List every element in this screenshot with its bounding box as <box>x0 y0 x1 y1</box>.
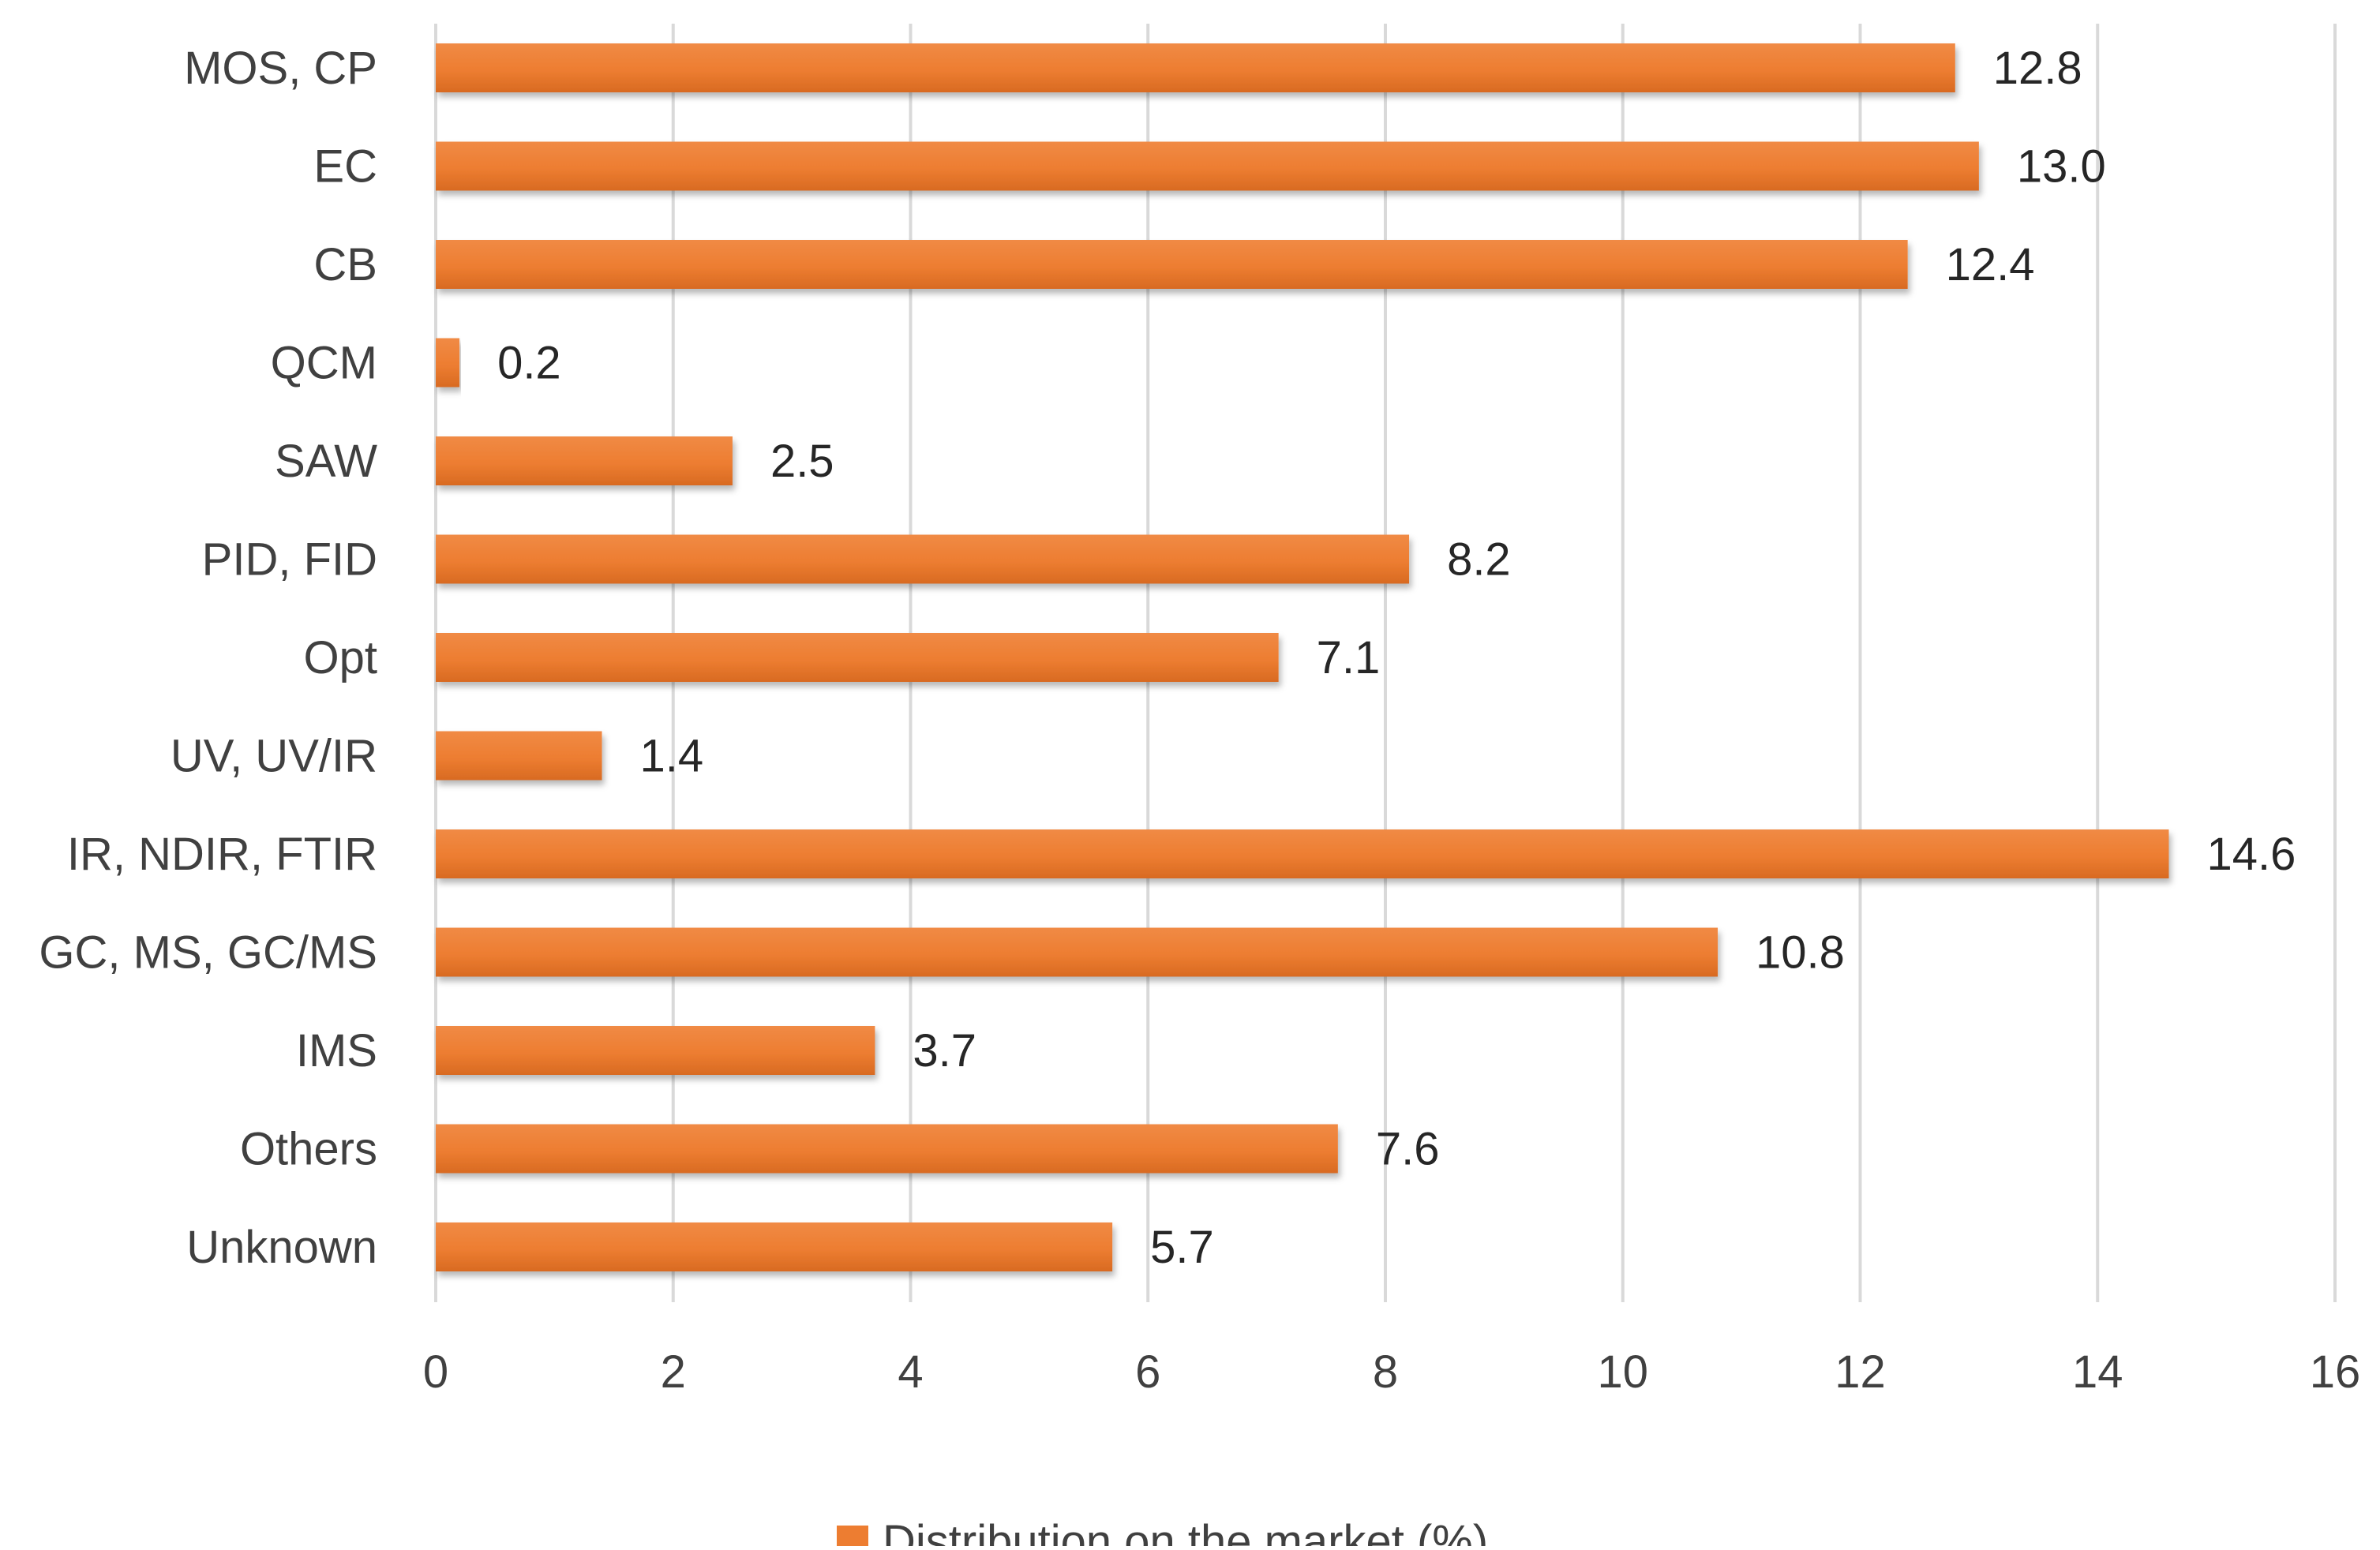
data-label: 14.6 <box>2206 829 2296 880</box>
x-tick-label: 4 <box>898 1346 923 1398</box>
bar <box>436 43 1955 92</box>
bar <box>436 240 1908 289</box>
bar <box>436 927 1718 977</box>
data-label: 3.7 <box>913 1025 976 1076</box>
bar <box>436 534 1410 584</box>
bars <box>436 43 2169 1271</box>
category-label: CB <box>313 239 377 290</box>
legend: Distribution on the market (%) <box>837 1516 1488 1550</box>
bar <box>436 338 460 388</box>
bar <box>436 141 1979 191</box>
data-label: 13.0 <box>2017 141 2106 193</box>
data-label: 7.1 <box>1317 632 1381 683</box>
bar <box>436 829 2169 878</box>
legend-label: Distribution on the market (%) <box>883 1516 1488 1546</box>
category-label: Unknown <box>186 1222 377 1273</box>
data-label: 7.6 <box>1376 1124 1440 1175</box>
bar <box>436 1026 875 1075</box>
category-label: Opt <box>304 632 378 683</box>
category-label: GC, MS, GC/MS <box>39 927 377 979</box>
category-axis: MOS, CP EC CB QCM SAW PID, FID Opt UV, UV/IR IR,… <box>39 43 377 1273</box>
data-label: 5.7 <box>1150 1222 1214 1273</box>
x-tick-label: 2 <box>661 1346 686 1398</box>
data-label: 0.2 <box>497 338 561 389</box>
value-axis: 0 2 4 6 8 10 12 14 16 <box>423 1346 2360 1398</box>
bar <box>436 1222 1113 1271</box>
x-tick-label: 14 <box>2072 1346 2123 1398</box>
category-label: SAW <box>275 436 377 487</box>
data-label: 10.8 <box>1756 927 1845 979</box>
data-labels: 12.8 13.0 12.4 0.2 2.5 8.2 7.1 1.4 14.6 10.8 3.7 7.… <box>497 43 2296 1273</box>
x-tick-label: 10 <box>1597 1346 1648 1398</box>
category-label: EC <box>313 141 377 193</box>
gridlines <box>434 24 2337 1302</box>
category-label: IR, NDIR, FTIR <box>67 829 377 880</box>
data-label: 1.4 <box>640 731 704 782</box>
x-tick-label: 12 <box>1835 1346 1886 1398</box>
bar <box>436 633 1279 682</box>
data-label: 2.5 <box>770 436 834 487</box>
category-label: Others <box>240 1124 377 1175</box>
data-label: 8.2 <box>1447 534 1511 586</box>
category-label: UV, UV/IR <box>171 731 377 782</box>
category-label: PID, FID <box>202 534 377 586</box>
category-label: QCM <box>271 338 377 389</box>
category-label: IMS <box>296 1025 377 1076</box>
x-tick-label: 6 <box>1135 1346 1160 1398</box>
data-label: 12.8 <box>1993 43 2082 94</box>
legend-swatch <box>837 1526 868 1550</box>
x-tick-label: 8 <box>1373 1346 1398 1398</box>
x-tick-label: 0 <box>423 1346 448 1398</box>
x-tick-label: 16 <box>2310 1346 2361 1398</box>
bar <box>436 1124 1338 1174</box>
data-label: 12.4 <box>1946 239 2035 290</box>
bar <box>436 436 733 485</box>
bar <box>436 731 602 781</box>
category-label: MOS, CP <box>184 43 377 94</box>
